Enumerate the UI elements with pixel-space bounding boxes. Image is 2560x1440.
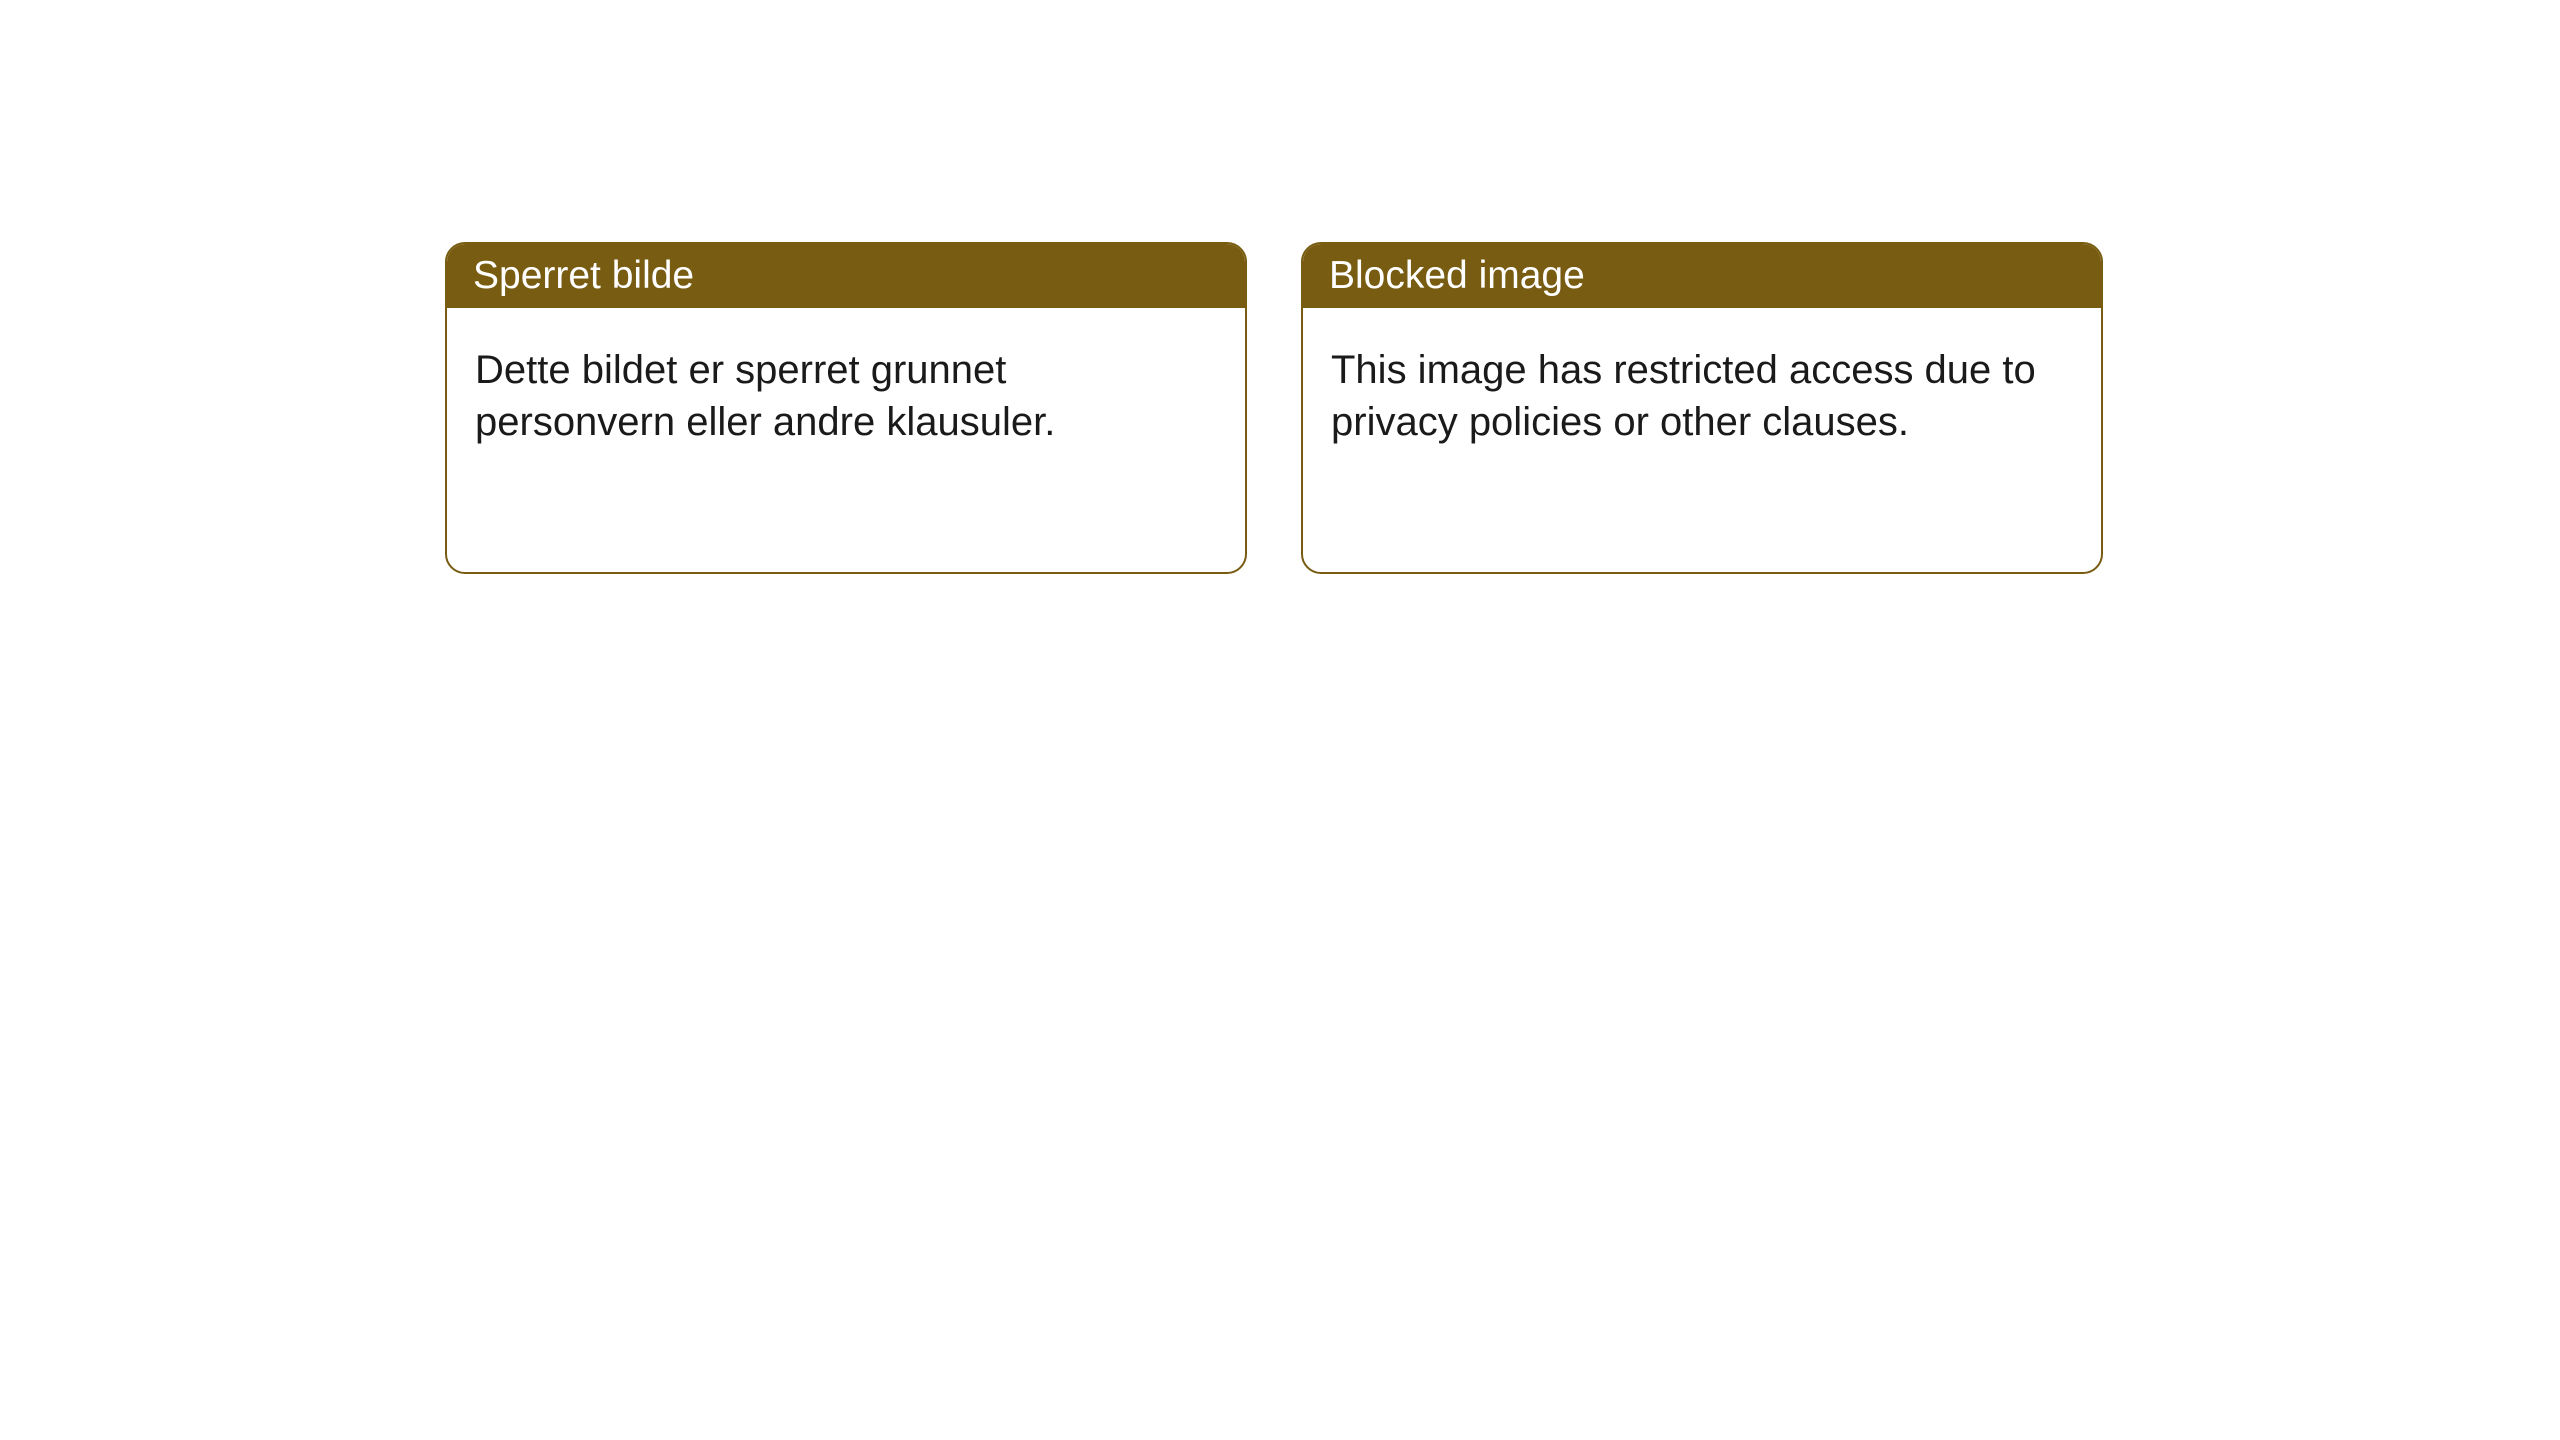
notice-cards-container: Sperret bilde Dette bildet er sperret gr… [0, 0, 2560, 574]
notice-body: This image has restricted access due to … [1303, 308, 2101, 484]
notice-header: Sperret bilde [447, 244, 1245, 308]
notice-body: Dette bildet er sperret grunnet personve… [447, 308, 1245, 484]
notice-card-english: Blocked image This image has restricted … [1301, 242, 2103, 574]
notice-header: Blocked image [1303, 244, 2101, 308]
notice-card-norwegian: Sperret bilde Dette bildet er sperret gr… [445, 242, 1247, 574]
